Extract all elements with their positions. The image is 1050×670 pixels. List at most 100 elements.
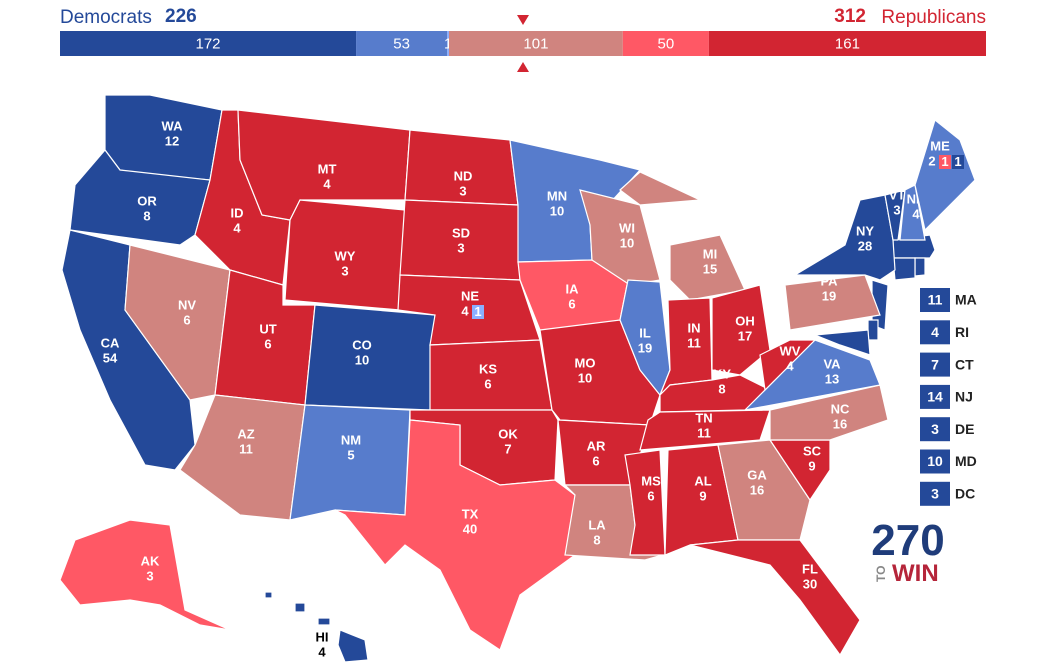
small-state-abbr: MA bbox=[955, 292, 977, 308]
state-abbr: WY bbox=[335, 248, 356, 263]
state-abbr: VA bbox=[823, 356, 841, 371]
state-votes: 10 bbox=[578, 370, 592, 385]
dem-total: 226 bbox=[165, 6, 197, 27]
state-abbr: MI bbox=[703, 246, 717, 261]
state-shape bbox=[304, 304, 436, 411]
state-abbr: CO bbox=[352, 337, 372, 352]
state-abbr: OR bbox=[137, 193, 157, 208]
state-shape bbox=[884, 189, 906, 241]
small-state-votes: 3 bbox=[931, 421, 939, 437]
state-abbr: WI bbox=[619, 220, 635, 235]
state-votes: 8 bbox=[143, 208, 150, 223]
state-shape bbox=[914, 118, 976, 232]
state-votes: 3 bbox=[341, 263, 348, 278]
dem-label: Democrats bbox=[60, 7, 152, 28]
state-abbr: SC bbox=[803, 443, 822, 458]
state-abbr: TX bbox=[462, 506, 479, 521]
bar-segment bbox=[447, 31, 449, 56]
state-votes: 4 bbox=[461, 303, 469, 318]
state-shape bbox=[769, 384, 889, 441]
state-votes: 10 bbox=[355, 352, 369, 367]
state-votes: 40 bbox=[463, 521, 477, 536]
state-abbr: WA bbox=[162, 118, 184, 133]
small-state-box bbox=[920, 481, 950, 506]
state-votes: 54 bbox=[103, 350, 118, 365]
small-state-box bbox=[920, 384, 950, 409]
state-votes: 3 bbox=[146, 568, 153, 583]
state-votes: 9 bbox=[699, 488, 706, 503]
state-abbr: FL bbox=[802, 561, 818, 576]
state-abbr: IN bbox=[688, 320, 701, 335]
state-abbr: OK bbox=[498, 426, 518, 441]
state-votes: 7 bbox=[504, 441, 511, 456]
state-abbr: PA bbox=[820, 273, 838, 288]
state-votes: 16 bbox=[750, 482, 764, 497]
state-shape bbox=[619, 171, 746, 301]
state-shape bbox=[814, 329, 871, 356]
state-votes: 10 bbox=[620, 235, 634, 250]
bar-label: 50 bbox=[658, 35, 675, 52]
small-state-box bbox=[920, 320, 950, 345]
state-votes: 8 bbox=[593, 532, 600, 547]
small-state-abbr: MD bbox=[955, 453, 977, 469]
state-votes: 4 bbox=[233, 220, 241, 235]
rep-total: 312 bbox=[834, 6, 866, 27]
state-abbr: KY bbox=[713, 366, 731, 381]
state-shape bbox=[784, 274, 881, 331]
small-state-abbr: RI bbox=[955, 324, 969, 340]
small-state-abbr: DC bbox=[955, 486, 975, 502]
state-votes: 3 bbox=[893, 202, 900, 217]
state-shape bbox=[689, 539, 861, 657]
state-shape bbox=[759, 339, 817, 392]
center-arrow-bottom bbox=[517, 62, 529, 72]
small-states: 11 MA 4 RI 7 CT 14 NJ 3 DE 10 MD 3 DC bbox=[920, 288, 977, 506]
state-abbr: TN bbox=[695, 410, 712, 425]
bar-segment bbox=[622, 31, 709, 56]
state-abbr: AZ bbox=[237, 426, 254, 441]
state-votes: 9 bbox=[808, 458, 815, 473]
ev-bar: 172 53 1 101 50 161 bbox=[60, 31, 986, 56]
district-votes: 1 bbox=[954, 154, 961, 169]
state-votes: 6 bbox=[484, 376, 491, 391]
bar-segment bbox=[708, 31, 986, 56]
state-votes: 6 bbox=[183, 312, 190, 327]
bar-label: 101 bbox=[523, 35, 548, 52]
state-shape bbox=[104, 94, 223, 181]
state-votes: 13 bbox=[825, 371, 839, 386]
state-shape bbox=[717, 439, 811, 541]
bar-label: 53 bbox=[393, 35, 410, 52]
district-box bbox=[939, 155, 951, 169]
state-votes: 30 bbox=[803, 576, 817, 591]
state-shape bbox=[624, 449, 666, 556]
state-votes: 4 bbox=[786, 358, 794, 373]
state-votes: 19 bbox=[822, 288, 836, 303]
state-abbr: LA bbox=[588, 517, 606, 532]
state-abbr: SD bbox=[452, 225, 470, 240]
state-votes: 6 bbox=[264, 336, 271, 351]
bar-label: 172 bbox=[196, 35, 221, 52]
small-state-abbr: NJ bbox=[955, 389, 973, 405]
state-votes: 6 bbox=[647, 488, 654, 503]
state-abbr: OH bbox=[735, 313, 755, 328]
state-abbr: AK bbox=[141, 553, 160, 568]
state-abbr: ID bbox=[231, 205, 244, 220]
small-state-votes: 11 bbox=[928, 292, 943, 308]
state-votes: 19 bbox=[638, 340, 652, 355]
logo-win: WIN bbox=[892, 560, 939, 587]
state-shape bbox=[792, 194, 896, 281]
state-abbr: HI bbox=[316, 629, 329, 644]
state-abbr: NC bbox=[831, 401, 850, 416]
bar-segment bbox=[448, 31, 623, 56]
state-abbr: NV bbox=[178, 297, 196, 312]
state-votes: 8 bbox=[718, 381, 725, 396]
state-shape bbox=[334, 419, 576, 651]
bar-label: 161 bbox=[835, 35, 860, 52]
state-abbr: IL bbox=[639, 325, 651, 340]
state-abbr: KS bbox=[479, 361, 497, 376]
small-state-votes: 4 bbox=[931, 324, 939, 340]
state-shape bbox=[59, 519, 231, 631]
state-abbr: VT bbox=[889, 187, 906, 202]
state-abbr: MS bbox=[641, 473, 661, 488]
state-votes: 5 bbox=[347, 447, 354, 462]
